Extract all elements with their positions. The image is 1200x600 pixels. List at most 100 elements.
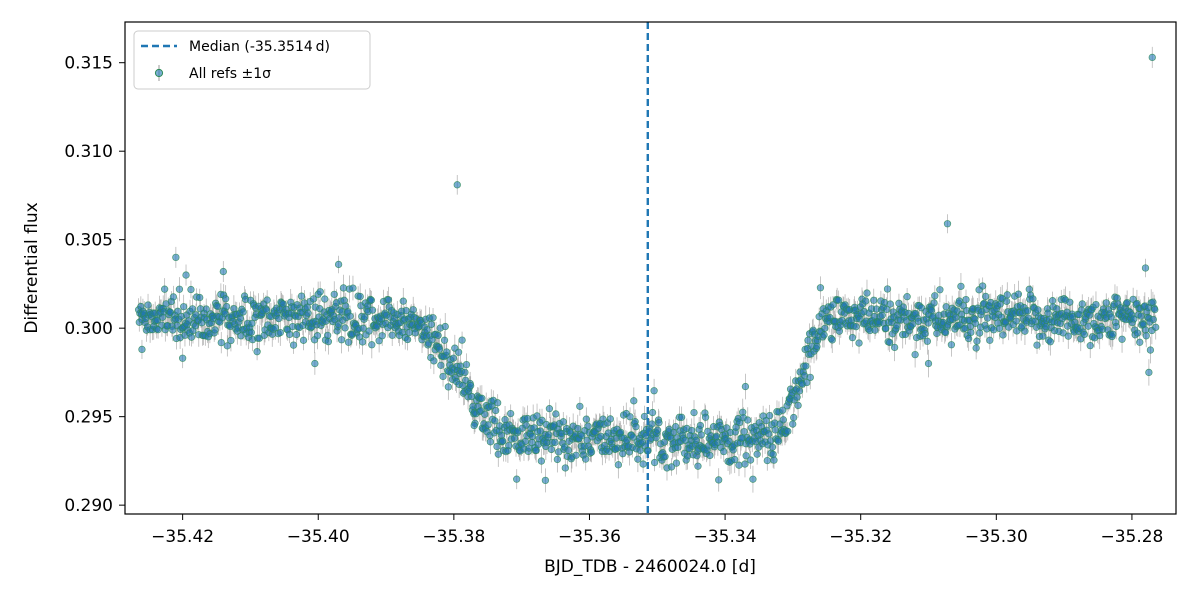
data-point <box>979 282 987 290</box>
data-point <box>349 284 357 292</box>
data-point <box>878 311 886 319</box>
data-point <box>1151 305 1159 314</box>
data-point <box>248 319 256 328</box>
data-point <box>196 293 204 302</box>
data-point <box>551 438 559 447</box>
data-point <box>639 460 647 468</box>
data-point <box>1096 331 1104 340</box>
data-point <box>672 423 680 431</box>
data-point <box>263 306 271 314</box>
data-point <box>1148 53 1156 62</box>
data-point <box>852 323 860 331</box>
data-point <box>538 416 546 424</box>
data-point <box>411 329 420 337</box>
data-point <box>741 460 749 468</box>
data-point <box>744 416 752 424</box>
data-point <box>324 338 333 346</box>
data-point <box>802 362 810 370</box>
data-point <box>435 345 444 353</box>
data-point <box>871 326 879 334</box>
data-point <box>720 447 728 456</box>
data-point <box>870 296 878 304</box>
data-point <box>1048 297 1057 305</box>
data-point <box>430 357 438 365</box>
data-point <box>794 401 802 410</box>
data-point <box>967 328 975 337</box>
data-point <box>576 402 584 410</box>
data-point <box>829 301 837 309</box>
data-point <box>650 458 659 467</box>
data-point <box>789 420 797 428</box>
data-point <box>1012 317 1020 325</box>
data-point <box>359 324 367 332</box>
data-point <box>924 319 932 327</box>
data-point <box>821 324 829 332</box>
data-point <box>911 350 919 359</box>
data-point <box>180 303 188 311</box>
x-axis-label: BJD_TDB - 2460024.0 [d] <box>544 557 756 577</box>
data-point <box>169 326 177 334</box>
data-point <box>885 338 894 347</box>
data-point <box>399 297 407 305</box>
data-point <box>187 285 195 294</box>
y-tick-label: 0.305 <box>64 231 113 251</box>
data-point <box>1141 264 1150 272</box>
data-point <box>564 446 572 454</box>
x-tick-label: −35.32 <box>829 527 892 547</box>
legend-box <box>133 30 371 90</box>
data-point <box>1034 306 1042 314</box>
data-point <box>346 312 354 320</box>
data-point <box>973 337 981 345</box>
data-point <box>388 331 396 339</box>
data-point <box>804 336 812 344</box>
data-point <box>1142 332 1150 340</box>
data-point <box>309 295 318 303</box>
data-point <box>492 406 500 415</box>
data-point <box>466 381 475 390</box>
data-point <box>1039 332 1047 340</box>
data-point <box>1044 309 1052 317</box>
data-point <box>313 332 322 340</box>
data-point <box>541 476 550 485</box>
data-point <box>304 309 312 317</box>
data-point <box>507 409 515 418</box>
data-point <box>1107 313 1115 321</box>
data-point <box>725 437 733 445</box>
data-point <box>619 450 627 458</box>
data-point <box>285 330 294 339</box>
legend: Median (-35.3514 d) All refs ±1σ <box>133 30 371 90</box>
data-point <box>653 426 662 434</box>
data-point <box>1014 290 1023 298</box>
data-point <box>962 295 970 304</box>
data-point <box>855 339 863 347</box>
data-point <box>239 308 247 316</box>
data-point <box>1092 300 1100 309</box>
data-point <box>1149 298 1157 306</box>
data-point <box>972 344 980 352</box>
data-point <box>1102 299 1110 307</box>
data-point <box>247 328 255 337</box>
data-point <box>943 220 952 228</box>
data-point <box>971 319 980 327</box>
data-point <box>1025 285 1033 293</box>
data-point <box>835 327 844 335</box>
data-point <box>952 313 960 322</box>
data-point <box>462 360 471 369</box>
data-point <box>219 267 227 276</box>
data-point <box>367 296 376 304</box>
data-point <box>715 476 723 484</box>
data-point <box>690 408 698 417</box>
data-point <box>778 406 787 414</box>
data-point <box>1021 327 1029 335</box>
data-point <box>923 337 932 345</box>
data-point <box>661 453 669 461</box>
data-point <box>384 296 393 304</box>
x-tick-label: −35.30 <box>965 527 1028 547</box>
data-point <box>806 373 814 382</box>
data-point <box>921 329 929 338</box>
y-tick-label: 0.310 <box>64 142 113 162</box>
data-point <box>1130 315 1138 323</box>
data-point <box>409 306 417 314</box>
data-point <box>736 418 744 427</box>
